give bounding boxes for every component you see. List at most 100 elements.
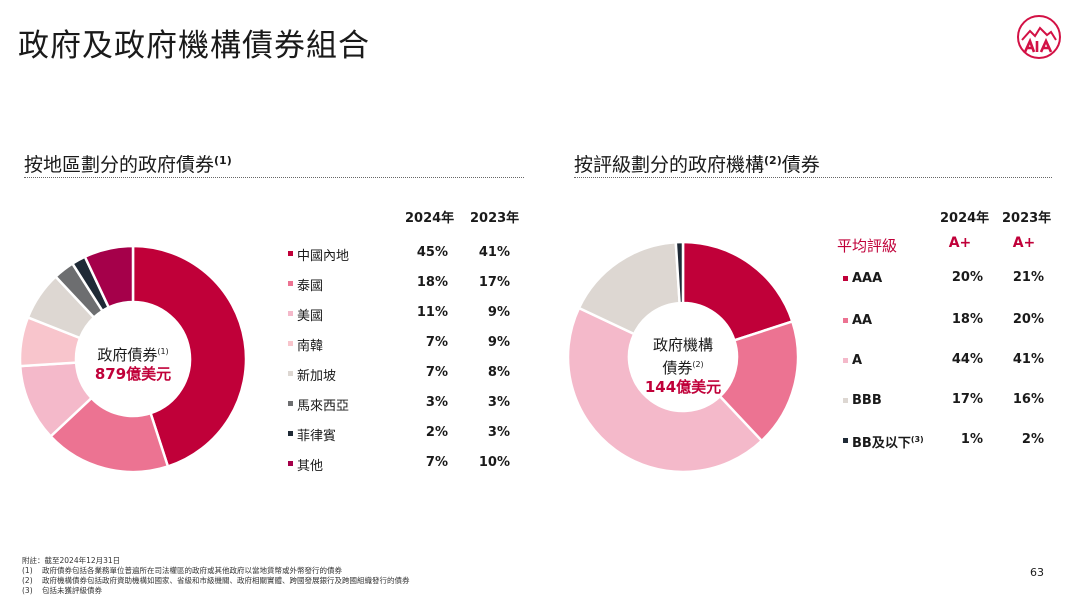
legend-swatch: [843, 276, 848, 281]
legend-swatch: [288, 281, 293, 286]
left-section-divider: [24, 177, 524, 178]
legend-swatch: [288, 371, 293, 376]
right-donut-slice: [566, 306, 764, 474]
footnote-head: 附註：截至2024年12月31日: [22, 556, 121, 565]
left-legend-row: 美國 11% 9%: [288, 305, 518, 325]
legend-swatch: [843, 358, 848, 363]
legend-swatch: [288, 461, 293, 466]
value-2024: 7%: [425, 335, 448, 350]
legend-swatch: [288, 311, 293, 316]
left-section-title-text: 按地區劃分的政府債券: [24, 154, 215, 176]
left-legend-row: 泰國 18% 17%: [288, 275, 518, 295]
footnote-number: (1): [22, 566, 33, 575]
value-2023: 41%: [478, 245, 510, 260]
value-2024: 3%: [425, 395, 448, 410]
left-legend-row: 菲律賓 2% 3%: [288, 425, 518, 445]
left-legend-row: 馬來西亞 3% 3%: [288, 395, 518, 415]
right-center-label-2: 債券: [662, 359, 693, 377]
right-center-footnote-ref: (2): [692, 360, 704, 369]
footnote-text: 政府債券包括各業務單位普遍所在司法權區的政府或其他政府以當地貨幣或外幣發行的債券: [42, 566, 342, 575]
legend-label: 泰國: [297, 279, 324, 294]
right-donut-chart: [566, 240, 800, 474]
value-2023: 17%: [478, 275, 510, 290]
right-legend-row: BBB 17% 16%: [843, 392, 1053, 412]
footnote-item: (2) 政府機構債券包括政府資助機構如國家、省級和市級機關、政府相關實體、跨國發展…: [22, 576, 410, 586]
value-2024: 2%: [425, 425, 448, 440]
legend-label: 南韓: [297, 339, 324, 354]
footnote-item: (1) 政府債券包括各業務單位普遍所在司法權區的政府或其他政府以當地貨幣或外幣發行…: [22, 566, 410, 576]
right-legend-row: AAA 20% 21%: [843, 270, 1053, 290]
aia-logo: [1017, 15, 1061, 59]
value-2023: 16%: [1012, 392, 1044, 407]
value-2023: 20%: [1012, 312, 1044, 327]
legend-label: AA: [852, 313, 873, 328]
legend-swatch: [288, 341, 293, 346]
page-number: 63: [1030, 566, 1044, 579]
right-center-amount: 144億美元: [644, 378, 722, 396]
right-legend-row: A 44% 41%: [843, 352, 1053, 372]
right-section-title-suffix: 債券: [781, 154, 820, 176]
right-section-title-text: 按評級劃分的政府機構: [574, 154, 765, 176]
right-col-2024: 2024年: [940, 211, 990, 226]
legend-swatch: [843, 398, 848, 403]
value-2024: 18%: [951, 312, 983, 327]
right-donut-slice: [681, 240, 794, 342]
value-2024: 1%: [960, 432, 983, 447]
value-2023: 3%: [487, 395, 510, 410]
left-legend-row: 南韓 7% 9%: [288, 335, 518, 355]
average-rating-2023: A+: [1012, 235, 1036, 251]
value-2024: 20%: [951, 270, 983, 285]
value-2024: 11%: [416, 305, 448, 320]
left-legend-row: 中國內地 45% 41%: [288, 245, 518, 265]
legend-label: AAA: [852, 271, 883, 286]
footnote-text: 政府機構債券包括政府資助機構如國家、省級和市級機關、政府相關實體、跨國發展銀行及…: [42, 576, 410, 585]
value-2023: 21%: [1012, 270, 1044, 285]
value-2023: 9%: [487, 335, 510, 350]
page-title: 政府及政府機構債券組合: [18, 28, 370, 64]
value-2023: 2%: [1021, 432, 1044, 447]
right-donut-slice: [674, 240, 685, 305]
value-2024: 44%: [951, 352, 983, 367]
left-legend-row: 新加坡 7% 8%: [288, 365, 518, 385]
legend-swatch: [843, 318, 848, 323]
footnote-text: 包括未獲評級債券: [42, 586, 102, 595]
legend-swatch: [288, 251, 293, 256]
left-title-footnote-ref: (1): [214, 154, 232, 167]
legend-swatch: [288, 401, 293, 406]
left-legend-row: 其他 7% 10%: [288, 455, 518, 475]
right-legend-row: BB及以下(3) 1% 2%: [843, 432, 1053, 452]
left-donut-center: 政府債券(1) 879億美元: [78, 342, 188, 384]
value-2023: 10%: [478, 455, 510, 470]
left-section-title: 按地區劃分的政府債券(1): [24, 150, 232, 177]
legend-label: BB及以下(3): [852, 435, 924, 451]
legend-label: 新加坡: [297, 369, 337, 384]
footnotes: 附註：截至2024年12月31日 (1) 政府債券包括各業務單位普遍所在司法權區的…: [22, 556, 410, 596]
value-2023: 41%: [1012, 352, 1044, 367]
value-2023: 9%: [487, 305, 510, 320]
left-donut-chart: [18, 244, 248, 474]
right-col-2023: 2023年: [1002, 211, 1052, 226]
right-section-title: 按評級劃分的政府機構(2)債券: [574, 150, 820, 177]
legend-label: 美國: [297, 309, 324, 324]
legend-label: 中國內地: [297, 249, 350, 264]
right-center-label-1: 政府機構: [652, 336, 713, 354]
right-donut-center: 政府機構 債券(2) 144億美元: [628, 336, 738, 397]
right-legend-row: AA 18% 20%: [843, 312, 1053, 332]
legend-label: 馬來西亞: [297, 399, 350, 414]
left-col-2024: 2024年: [405, 211, 455, 226]
footnote-number: (3): [22, 586, 33, 595]
left-center-footnote-ref: (1): [157, 347, 169, 356]
left-col-2023: 2023年: [470, 211, 520, 226]
average-rating-2024: A+: [948, 235, 972, 251]
legend-label: 菲律賓: [297, 429, 337, 444]
left-donut-slice: [131, 244, 248, 469]
left-center-label: 政府債券: [97, 346, 158, 364]
right-title-footnote-ref: (2): [764, 154, 782, 167]
legend-label: A: [852, 353, 863, 368]
value-2023: 8%: [487, 365, 510, 380]
left-center-amount: 879億美元: [94, 365, 172, 383]
legend-label: 其他: [297, 459, 324, 474]
value-2024: 17%: [951, 392, 983, 407]
footnote-item: (3) 包括未獲評級債券: [22, 586, 410, 596]
footnote-number: (2): [22, 576, 33, 585]
